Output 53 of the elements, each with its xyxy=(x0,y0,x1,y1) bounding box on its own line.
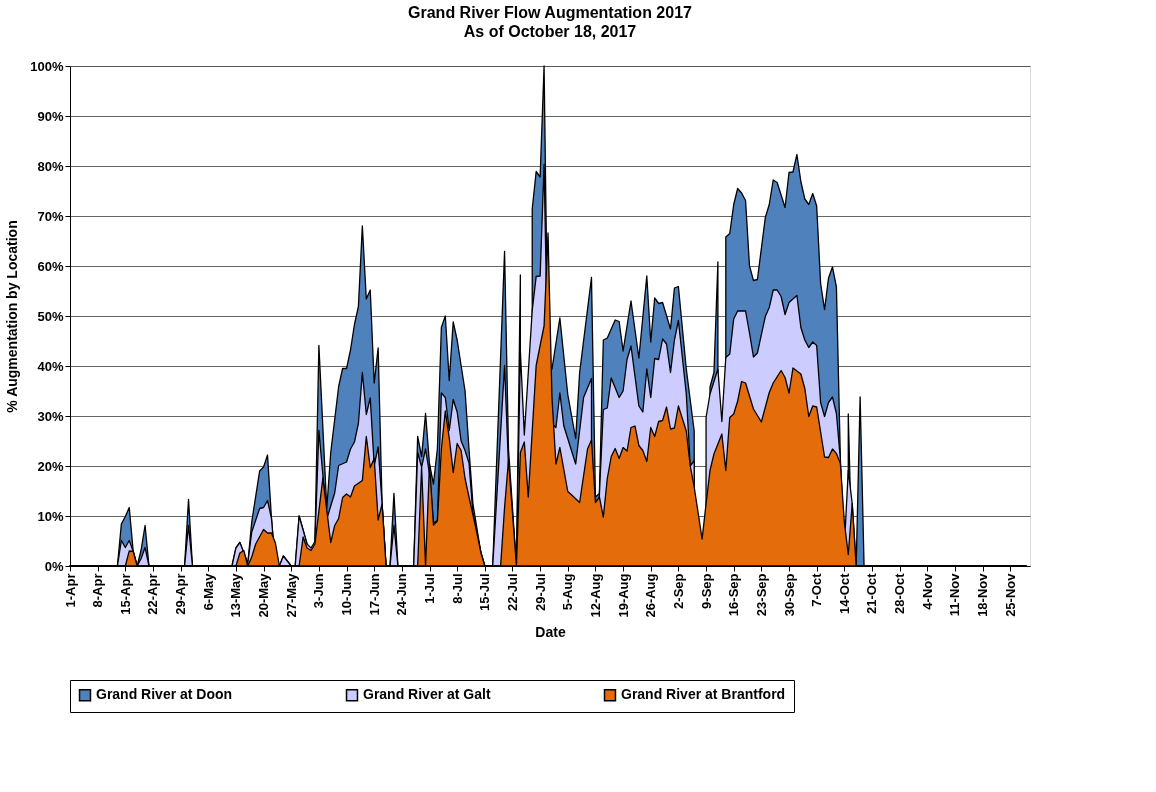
x-tick-label: 14-Oct xyxy=(836,572,852,614)
x-tick-label: 8-Jul xyxy=(449,573,465,604)
y-tick-label: 20% xyxy=(37,458,64,474)
x-tick-label: 30-Sep xyxy=(781,573,797,617)
x-tick-label: 7-Oct xyxy=(809,572,825,607)
x-tick-label: 9-Sep xyxy=(698,573,714,609)
y-tick-label: 80% xyxy=(37,158,64,174)
x-tick-label: 13-May xyxy=(228,572,244,618)
x-tick-label: 25-Nov xyxy=(1002,572,1018,617)
legend-label: Grand River at Brantford xyxy=(621,686,786,703)
x-tick-label: 6-May xyxy=(200,572,216,611)
x-tick-label: 27-May xyxy=(283,572,299,618)
x-tick-label: 21-Oct xyxy=(864,572,880,614)
x-tick-label: 2-Sep xyxy=(670,573,686,609)
x-tick-label: 1-Jul xyxy=(422,573,438,604)
legend-label: Grand River at Doon xyxy=(96,686,233,703)
x-tick-label: 3-Jun xyxy=(311,573,327,609)
x-tick-label: 16-Sep xyxy=(726,573,742,617)
x-tick-label: 18-Nov xyxy=(975,572,991,617)
y-tick-label: 90% xyxy=(37,108,64,124)
x-tick-label: 28-Oct xyxy=(892,572,908,614)
x-tick-label: 15-Jul xyxy=(477,573,493,612)
x-tick-label: 17-Jun xyxy=(366,573,382,616)
y-tick-label: 70% xyxy=(37,208,64,224)
x-tick-label: 29-Jul xyxy=(532,573,548,612)
chart-subtitle: As of October 18, 2017 xyxy=(463,23,637,40)
x-tick-label: 15-Apr xyxy=(117,573,133,615)
y-tick-label: 0% xyxy=(44,558,64,574)
x-tick-label: 4-Nov xyxy=(919,572,935,610)
x-tick-label: 22-Apr xyxy=(145,573,161,615)
x-tick-label: 20-May xyxy=(256,572,272,618)
x-tick-label: 5-Aug xyxy=(560,573,576,611)
x-tick-label: 10-Jun xyxy=(339,573,355,616)
x-tick-label: 12-Aug xyxy=(587,573,603,618)
legend-label: Grand River at Galt xyxy=(363,686,491,703)
y-tick-label: 40% xyxy=(37,358,64,374)
chart-title: Grand River Flow Augmentation 2017 xyxy=(408,4,693,21)
x-tick-label: 26-Aug xyxy=(643,573,659,618)
x-tick-label: 23-Sep xyxy=(753,573,769,617)
y-tick-label: 30% xyxy=(37,408,64,424)
y-axis-title: % Augmentation by Location xyxy=(4,220,21,413)
y-tick-label: 50% xyxy=(37,308,64,324)
x-tick-label: 29-Apr xyxy=(173,573,189,615)
x-axis-title: Date xyxy=(535,623,566,640)
y-tick-label: 100% xyxy=(30,58,64,74)
x-tick-label: 22-Jul xyxy=(504,573,520,612)
x-tick-label: 8-Apr xyxy=(90,573,106,608)
x-tick-label: 19-Aug xyxy=(615,573,631,618)
y-tick-label: 10% xyxy=(37,508,64,524)
x-tick-label: 11-Nov xyxy=(947,572,963,617)
x-tick-label: 24-Jun xyxy=(394,573,410,616)
y-tick-label: 60% xyxy=(37,258,64,274)
x-tick-label: 1-Apr xyxy=(62,573,78,608)
